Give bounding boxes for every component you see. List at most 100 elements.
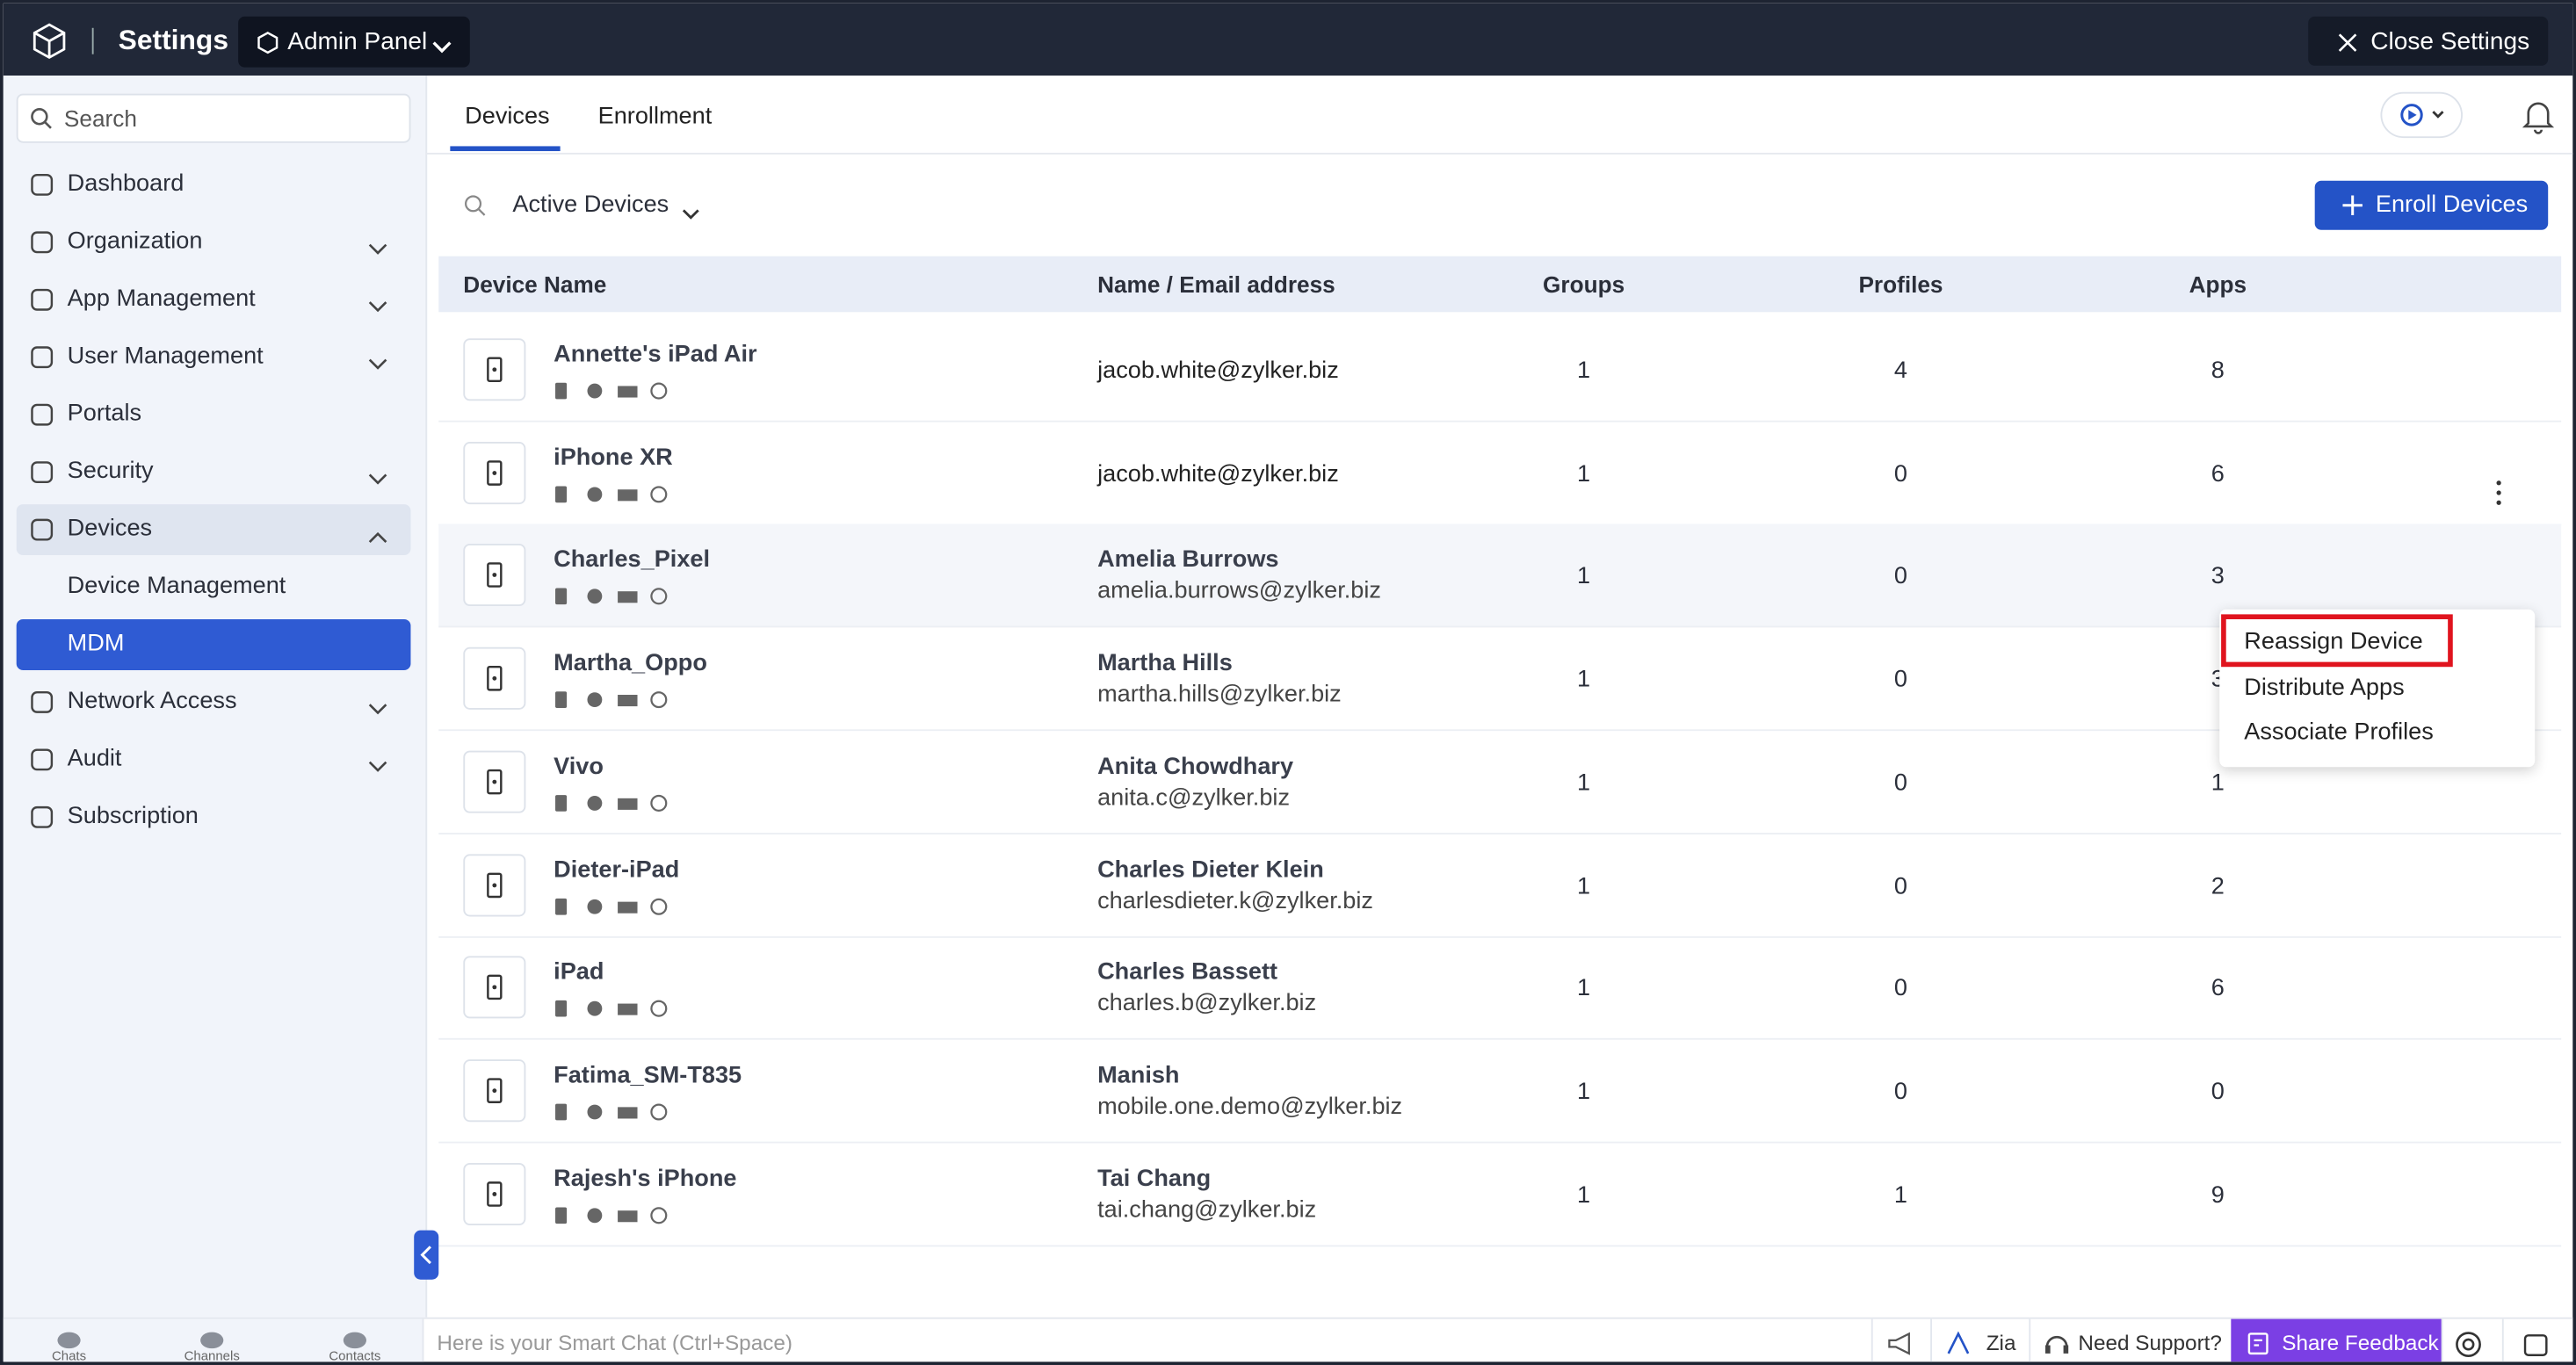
nav-label: Subscription [67, 803, 199, 830]
zia-label[interactable]: Zia [1986, 1330, 2016, 1355]
nav-label: Portals [67, 401, 142, 428]
cell-groups: 1 [1577, 1181, 1591, 1209]
chevron [368, 235, 387, 255]
app-label[interactable]: Channels [184, 1348, 240, 1364]
app-label[interactable]: Contacts [329, 1348, 381, 1364]
feedback-label: Share Feedback [2282, 1330, 2439, 1355]
bell[interactable] [2522, 98, 2555, 134]
collapse-handle[interactable] [414, 1230, 439, 1280]
app-label[interactable]: Chats [51, 1348, 87, 1364]
nav-item[interactable]: Devices [16, 504, 411, 556]
filter-label[interactable]: Active Devices [512, 191, 669, 219]
chevron [368, 350, 387, 370]
column-header: Profiles [1858, 271, 1943, 298]
nav-item[interactable]: App Management [17, 274, 411, 325]
close-settings[interactable]: Close Settings [2308, 16, 2549, 66]
panel-icon [257, 32, 279, 54]
phone-glyph [486, 871, 503, 898]
phone-glyph [486, 974, 503, 1000]
device-badges [554, 791, 672, 812]
share-feedback[interactable]: Share Feedback [2231, 1318, 2442, 1362]
search-icon [30, 107, 53, 130]
nav-item[interactable]: Device Management [17, 562, 411, 613]
device-name: Annette's iPad Air [554, 341, 757, 368]
row[interactable] [438, 936, 2562, 1041]
column-header: Name / Email address [1097, 271, 1335, 298]
device-icon [463, 853, 526, 916]
nav-label: App Management [67, 285, 256, 313]
cell-profiles: 0 [1893, 976, 1908, 1003]
chevron [368, 752, 387, 772]
cell-profiles: 4 [1893, 358, 1908, 385]
nav-label: Organization [67, 228, 203, 255]
nav-item[interactable]: Audit [17, 734, 411, 785]
panel-switcher[interactable]: Admin Panel [238, 16, 470, 68]
nav-label: User Management [67, 343, 264, 370]
tray-icon [2522, 1331, 2550, 1359]
chat-input[interactable]: Here is your Smart Chat (Ctrl+Space) [437, 1330, 792, 1355]
menu-item[interactable]: Reassign Device [2244, 629, 2423, 656]
feedback-icon [2246, 1331, 2272, 1357]
device-name: Charles_Pixel [554, 547, 711, 574]
row[interactable] [438, 628, 2562, 732]
nav-item[interactable]: Network Access [17, 676, 411, 727]
device-name: Rajesh's iPhone [554, 1165, 737, 1192]
separator [1870, 1318, 1873, 1362]
user-email: amelia.burrows@zylker.biz [1097, 578, 1381, 605]
cell-groups: 1 [1577, 460, 1591, 488]
enroll-button[interactable]: Enroll Devices [2314, 180, 2549, 230]
cell-groups: 1 [1577, 564, 1591, 591]
cell-groups: 1 [1577, 769, 1591, 797]
nav-icon [30, 460, 54, 485]
nav-item[interactable]: MDM [16, 618, 411, 670]
row-actions [2476, 471, 2522, 516]
row[interactable] [438, 1040, 2562, 1144]
device-icon [463, 956, 526, 1019]
menu-item[interactable]: Distribute Apps [2244, 674, 2405, 701]
device-name: Vivo [554, 753, 604, 780]
row[interactable] [438, 422, 2562, 525]
activity-button[interactable] [2380, 91, 2463, 139]
user-name: Charles Bassett [1097, 959, 1278, 986]
enroll-label: Enroll Devices [2375, 191, 2529, 219]
user-email: anita.c@zylker.biz [1097, 784, 1291, 812]
page-title: Settings [118, 25, 229, 56]
nav-item[interactable]: User Management [17, 332, 411, 383]
phone-glyph [486, 562, 503, 589]
support-label[interactable]: Need Support? [2078, 1330, 2222, 1355]
nav-item[interactable]: Organization [17, 217, 411, 268]
row[interactable] [438, 319, 2562, 422]
cell-groups: 1 [1577, 1079, 1591, 1106]
logo [33, 23, 66, 60]
row[interactable] [438, 524, 2562, 629]
nav-item[interactable]: Security [17, 447, 411, 498]
tab[interactable]: Devices [465, 103, 550, 130]
nav-item[interactable]: Dashboard [17, 159, 411, 210]
cell-apps: 8 [2211, 358, 2225, 385]
device-badges [554, 1203, 672, 1224]
search-box[interactable]: Search [16, 93, 411, 143]
cell-groups: 1 [1577, 358, 1591, 385]
row[interactable] [438, 1143, 2562, 1246]
support-icon [2044, 1331, 2070, 1357]
sidebar: Search Dashboard Organization App Managemen… [3, 76, 428, 1318]
device-icon [463, 441, 526, 504]
separator [1930, 1318, 1933, 1362]
chevron [368, 292, 387, 313]
nav-icon [30, 690, 54, 714]
phone-glyph [486, 1181, 503, 1207]
nav-item[interactable]: Subscription [17, 791, 411, 842]
nav-item[interactable]: Portals [17, 389, 411, 440]
row[interactable] [438, 731, 2562, 834]
device-name: iPad [554, 959, 604, 986]
app-icon [56, 1327, 83, 1349]
column-header: Apps [2189, 271, 2247, 298]
chevron [432, 34, 452, 54]
row[interactable] [438, 834, 2562, 937]
app-icon [199, 1327, 225, 1349]
cell-apps: 2 [2211, 872, 2225, 899]
tab[interactable]: Enrollment [597, 103, 713, 130]
chevron [682, 200, 700, 220]
menu-item[interactable]: Associate Profiles [2244, 719, 2434, 746]
device-icon [463, 338, 526, 401]
